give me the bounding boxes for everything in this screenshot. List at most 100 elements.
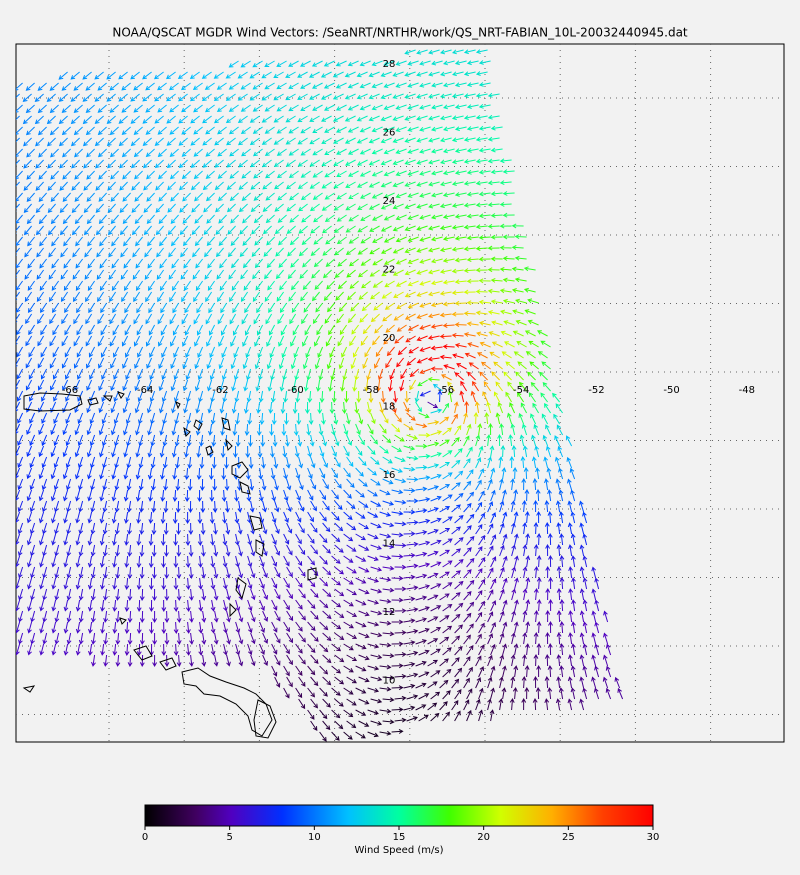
wind-vector [430, 539, 442, 546]
wind-vector [360, 258, 371, 266]
wind-vector [367, 687, 380, 693]
wind-vector [182, 357, 189, 370]
wind-vector [403, 662, 416, 667]
wind-vector [100, 599, 105, 612]
wind-vector [579, 698, 585, 711]
wind-vector [404, 49, 416, 55]
wind-vector [310, 247, 320, 256]
wind-vector [451, 181, 464, 186]
wind-vector [134, 379, 141, 392]
wind-vector [235, 412, 240, 425]
wind-vector [418, 584, 431, 590]
wind-vector [369, 225, 380, 232]
wind-vector [335, 60, 347, 67]
wind-vector [276, 148, 287, 156]
wind-vector [427, 638, 439, 645]
wind-vector [86, 357, 93, 369]
wind-vector [130, 93, 140, 102]
wind-vector [133, 82, 143, 91]
wind-vector [383, 192, 395, 199]
wind-vector [172, 302, 180, 314]
wind-vector [536, 642, 542, 656]
wind-vector [256, 423, 262, 437]
wind-vector [454, 126, 467, 132]
wind-vector [155, 181, 164, 191]
wind-vector [403, 488, 416, 493]
wind-vector [451, 635, 461, 645]
wind-vector [566, 456, 573, 469]
wind-vector [137, 346, 144, 358]
wind-vector [48, 247, 56, 258]
wind-vector [502, 169, 515, 175]
wind-vector [463, 224, 476, 230]
longitude-label: -48 [739, 385, 755, 396]
wind-vector [50, 192, 59, 202]
wind-vector [204, 104, 215, 113]
wind-vector [241, 170, 251, 179]
wind-vector [367, 511, 379, 518]
plot-frame [15, 43, 785, 743]
wind-vector [17, 412, 24, 424]
wind-vector [138, 456, 144, 469]
wind-vector [442, 344, 455, 350]
wind-vector [466, 709, 472, 722]
wind-vector [427, 401, 439, 408]
wind-vector [297, 434, 303, 447]
wind-vector [285, 159, 296, 167]
wind-vector [107, 159, 116, 169]
wind-vector [49, 126, 59, 136]
wind-vector [127, 566, 133, 580]
wind-vector [173, 621, 179, 635]
wind-vector [97, 313, 105, 325]
wind-vector [419, 104, 431, 110]
wind-vector [230, 335, 237, 347]
wind-vector [160, 324, 168, 336]
wind-vector [182, 214, 191, 224]
wind-vector [463, 656, 471, 667]
wind-vector [594, 643, 600, 656]
wind-vector [54, 544, 60, 557]
wind-vector [167, 203, 176, 213]
wind-vector [358, 632, 370, 639]
wind-vector [204, 82, 215, 90]
wind-vector [99, 533, 105, 546]
wind-vector [415, 660, 427, 667]
wind-vector [283, 687, 290, 699]
wind-vector [370, 434, 378, 445]
wind-vector [439, 269, 452, 274]
wind-vector [518, 412, 525, 425]
wind-vector [139, 610, 145, 624]
wind-vector [111, 489, 117, 502]
wind-vector [475, 136, 488, 142]
wind-vector [427, 441, 440, 447]
wind-vector [430, 452, 442, 458]
wind-vector [517, 391, 525, 403]
wind-vector [383, 60, 395, 66]
wind-vector [443, 364, 455, 370]
wind-vector [285, 93, 296, 101]
wind-vector [407, 324, 419, 331]
wind-vector [114, 478, 120, 491]
wind-vector [132, 247, 140, 258]
wind-vector [25, 82, 35, 91]
wind-vector [321, 159, 332, 167]
wind-vector [268, 324, 276, 336]
wind-vector [100, 621, 105, 634]
wind-vector [395, 126, 407, 132]
wind-vector [66, 610, 72, 623]
wind-vector [416, 203, 428, 209]
wind-vector [193, 313, 201, 325]
wind-vector [161, 599, 167, 613]
wind-vector [148, 533, 154, 547]
wind-vector [430, 408, 443, 414]
wind-vector [591, 588, 597, 601]
wind-vector [63, 280, 72, 291]
wind-vector [289, 192, 299, 201]
wind-vector [226, 654, 231, 667]
wind-vector [323, 291, 332, 301]
wind-vector [101, 434, 108, 447]
wind-vector [39, 258, 47, 269]
wind-vector [212, 478, 218, 492]
latitude-label: 26 [383, 128, 396, 139]
wind-vector [452, 353, 464, 359]
